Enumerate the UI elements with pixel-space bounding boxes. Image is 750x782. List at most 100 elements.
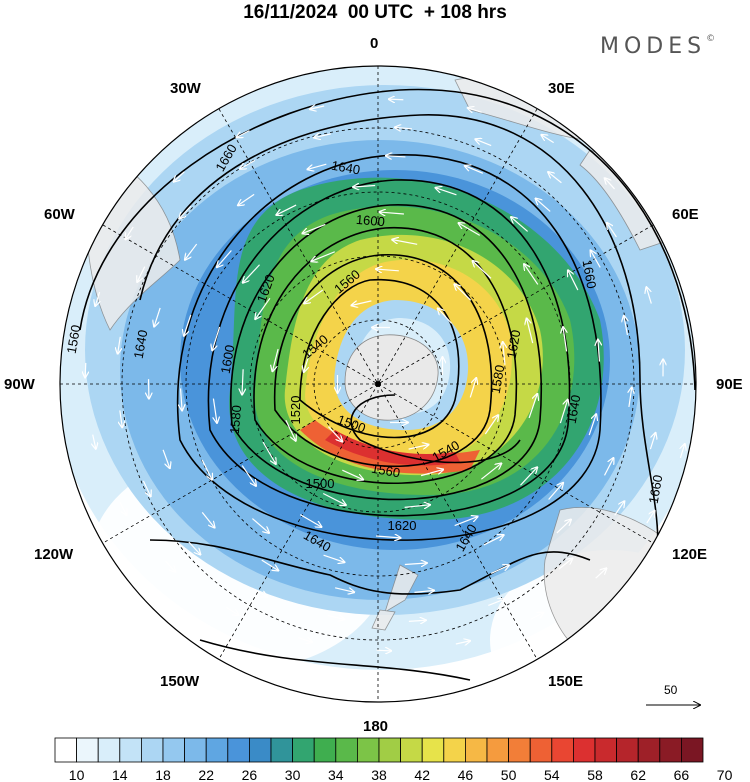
wind-vector-arrow	[327, 615, 344, 619]
contour-label: 1600	[218, 344, 238, 375]
wind-vector-arrow	[154, 307, 161, 326]
copyright-mark: ©	[706, 34, 716, 44]
wind-vector-arrow	[327, 426, 342, 442]
colorbar-swatch	[573, 737, 596, 763]
contour-label: 1520	[288, 396, 303, 425]
wind-vector-arrow	[179, 205, 192, 218]
wind-scale-value: 50	[664, 683, 678, 697]
south-pole-marker	[375, 381, 381, 387]
wind-vector-arrow	[404, 563, 427, 565]
wind-vector-arrow	[607, 223, 617, 238]
wind-vector-arrow	[484, 415, 498, 435]
colorbar-swatch	[400, 737, 423, 763]
contour-label: 1660	[580, 259, 600, 290]
colorbar-tick-label: 30	[285, 767, 301, 782]
antarctica-landmass	[344, 334, 439, 421]
colorbar-swatch	[637, 737, 661, 763]
colorbar-swatch	[486, 737, 510, 763]
wind-vector-arrow	[530, 613, 544, 620]
contour-label: 1620	[388, 518, 417, 533]
wind-vector-arrow	[556, 520, 571, 534]
wind-vector-arrow	[119, 501, 127, 515]
wind-vector-arrow	[528, 394, 537, 419]
wind-vector-arrow	[261, 559, 278, 570]
wind-vector-arrow	[304, 352, 311, 372]
lon-label-150w: 150W	[160, 673, 200, 690]
colorbar-swatch	[335, 737, 358, 763]
wind-vector-arrow	[408, 445, 429, 450]
contour-label: 1620	[504, 329, 524, 360]
wind-vector-arrow	[455, 641, 470, 644]
wind-vector-arrow	[165, 560, 175, 572]
wind-vector-arrow	[680, 444, 684, 459]
contour-label: 1640	[131, 329, 151, 360]
wind-vector-arrow	[272, 348, 279, 371]
colorbar: 10 14 18 22 26 30 34 38 42 46 50 54 58 62 66 70	[54, 737, 733, 782]
wind-vector-arrow	[251, 587, 267, 596]
wind-vector-arrow	[563, 327, 567, 352]
wind-vector-arrow	[520, 467, 537, 486]
wind-vector-arrow	[473, 261, 492, 279]
wind-vector-arrow	[162, 449, 170, 468]
wind-vector-arrow	[395, 127, 412, 128]
colorbar-swatch	[248, 737, 272, 763]
wind-vector-arrow	[548, 483, 563, 500]
wind-vector-arrow	[588, 414, 596, 436]
contour-label: 1600	[355, 212, 385, 229]
colorbar-swatch	[551, 737, 574, 763]
wind-vector-arrow	[454, 517, 478, 527]
wind-vector-arrow	[503, 342, 505, 365]
colorbar-tick-label: 18	[155, 767, 171, 782]
wind-vector-arrow	[240, 159, 256, 168]
wind-vector-arrow	[481, 464, 501, 480]
colorbar-swatch	[421, 737, 445, 763]
wind-vector-arrow	[95, 291, 99, 306]
lon-label-0: 0	[370, 35, 379, 52]
wind-vector-arrow	[524, 264, 539, 285]
wind-vector-arrow	[414, 590, 433, 592]
wind-vector-arrow	[455, 284, 472, 301]
lon-label-30w: 30W	[170, 80, 201, 97]
wind-vector-arrow	[438, 309, 453, 324]
wind-vector-arrow	[342, 469, 363, 479]
colorbar-swatch	[54, 737, 78, 763]
wind-vector-arrow	[404, 505, 430, 508]
wind-vector-arrow	[255, 297, 271, 319]
contour-label: 1640	[330, 158, 361, 178]
wind-vector-arrow	[185, 243, 198, 259]
wind-vector-arrow	[624, 316, 628, 336]
wind-vector-arrow	[629, 388, 632, 407]
contour-label: 1580	[488, 364, 508, 395]
wind-vector-arrow	[241, 465, 256, 486]
wind-vector-arrow	[118, 336, 121, 354]
colorbar-swatch	[313, 737, 337, 763]
lon-label-60w: 60W	[44, 206, 75, 223]
wind-vector-arrow	[311, 251, 335, 261]
wind-vector-arrow	[469, 378, 476, 398]
wind-vector-arrow	[558, 559, 572, 570]
lon-label-90e: 90E	[716, 376, 743, 393]
contour-label: 1640	[564, 394, 584, 425]
colorbar-swatch	[681, 737, 704, 763]
wind-vector-arrow	[120, 410, 122, 427]
wind-vector-arrow	[298, 638, 312, 642]
lon-label-150e: 150E	[548, 673, 584, 690]
wind-vector-arrow	[85, 362, 86, 377]
colorbar-swatch	[140, 737, 164, 763]
wind-vector-arrow	[126, 226, 134, 239]
wind-vector-arrow	[238, 193, 255, 205]
wind-vector-arrow	[386, 156, 406, 157]
wind-vector-arrow	[213, 398, 217, 423]
wind-vector-arrow	[459, 223, 481, 236]
colorbar-swatch	[464, 737, 488, 763]
wind-vector-arrow	[184, 314, 192, 336]
wind-vector-arrow	[93, 434, 96, 449]
wind-vector-arrow	[251, 518, 268, 533]
colorbar-swatch	[76, 737, 99, 763]
colorbar-swatch	[378, 737, 402, 763]
wind-vector-arrow	[376, 269, 399, 271]
lon-label-60e: 60E	[672, 206, 699, 223]
colorbar-swatch	[205, 737, 229, 763]
wind-vector-arrow	[380, 212, 404, 214]
